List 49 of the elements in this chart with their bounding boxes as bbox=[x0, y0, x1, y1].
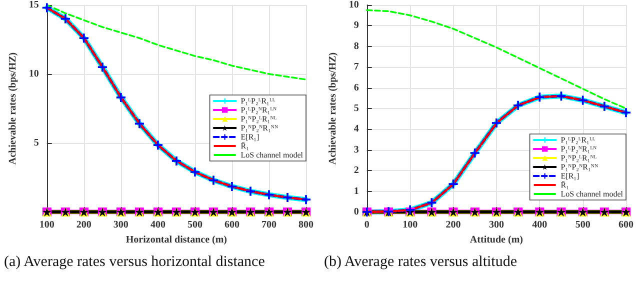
y-tick-label: 10 bbox=[28, 68, 39, 80]
y-tick-label: 1 bbox=[354, 186, 359, 197]
legend-label: P₁ᴸP₂ᴸR₁ᴸᴸ bbox=[240, 96, 276, 106]
legend-label: E[R₁] bbox=[560, 172, 580, 180]
x-tick-label: 400 bbox=[150, 220, 166, 230]
y-tick-label: 10 bbox=[348, 0, 359, 10]
x-tick-label: 200 bbox=[446, 220, 461, 230]
legend-label: LoS channel model bbox=[560, 190, 624, 198]
legend-label: P₁ᴸP₂ᴺR₁ᴸᴺ bbox=[240, 106, 278, 114]
y-axis-title: Achievable rates (bps/HZ) bbox=[8, 52, 18, 165]
y-tick-label: 4 bbox=[354, 124, 359, 135]
y-tick-label: 5 bbox=[34, 138, 39, 148]
y-tick-label: 3 bbox=[354, 144, 359, 156]
x-tick-label: 0 bbox=[364, 220, 370, 230]
y-tick-label: 9 bbox=[354, 20, 359, 32]
y-tick-label: 5 bbox=[354, 103, 359, 114]
text: (b) Average rates versus altitude bbox=[324, 254, 518, 270]
legend-label: P₁ᴺP₂ᴸR₁ᴺᴸ bbox=[240, 114, 277, 124]
legend-label: R̄₁ bbox=[240, 142, 250, 150]
x-tick-label: 100 bbox=[402, 220, 418, 230]
legend-label: P₁ᴺP₂ᴺR₁ᴺᴺ bbox=[240, 124, 278, 132]
x-tick-label: 400 bbox=[532, 220, 548, 230]
x-tick-label: 600 bbox=[618, 220, 634, 230]
x-tick-label: 500 bbox=[187, 220, 202, 230]
x-tick-label: 600 bbox=[224, 220, 240, 230]
legend-label: LoS channel model bbox=[240, 150, 304, 160]
text: (a) Average rates versus horizontal distance bbox=[4, 254, 266, 270]
legend-label: R̄₁ bbox=[560, 180, 570, 190]
x-axis-title: Attitude (m) bbox=[470, 234, 523, 246]
x-tick-label: 300 bbox=[488, 220, 504, 230]
x-tick-label: 500 bbox=[575, 220, 590, 230]
y-tick-label: 8 bbox=[354, 40, 359, 52]
y-tick-label: 7 bbox=[354, 62, 359, 73]
legend-label: P₁ᴺP₂ᴺR₁ᴺᴺ bbox=[560, 162, 598, 172]
x-tick-label: 800 bbox=[298, 220, 314, 230]
y-tick-label: 15 bbox=[28, 0, 39, 10]
legend-label: P₁ᴸP₂ᴺR₁ᴸᴺ bbox=[560, 144, 598, 154]
x-tick-label: 100 bbox=[39, 220, 54, 230]
x-tick-label: 300 bbox=[113, 220, 128, 230]
legend-label: P₁ᴺP₂ᴸR₁ᴺᴸ bbox=[560, 154, 597, 162]
legend-label: P₁ᴸP₂ᴸR₁ᴸᴸ bbox=[560, 136, 596, 144]
y-tick-label: 0 bbox=[354, 206, 359, 218]
y-tick-label: 2 bbox=[354, 165, 359, 176]
y-tick-label: 6 bbox=[354, 82, 359, 94]
y-axis-title: Achievable rates (bps/HZ) bbox=[328, 52, 338, 165]
legend-label: E[R₁] bbox=[240, 132, 260, 142]
x-tick-label: 700 bbox=[261, 220, 276, 230]
x-tick-label: 200 bbox=[76, 220, 92, 230]
x-axis-title: Horizontal distance (m) bbox=[126, 234, 227, 246]
